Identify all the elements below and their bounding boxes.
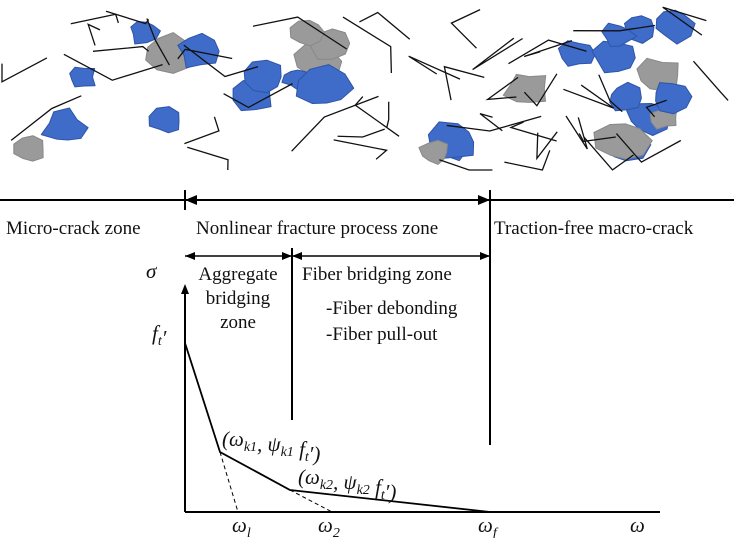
fiber (473, 38, 523, 69)
fiber (693, 61, 728, 100)
fiber (88, 24, 100, 45)
fiber (563, 85, 613, 108)
fiber (292, 96, 379, 151)
fiber (451, 10, 480, 49)
fiber (93, 47, 149, 52)
math-text: ′) (385, 480, 397, 504)
fiber (338, 129, 385, 137)
zone-label: Micro-crack zone (6, 218, 141, 239)
aggregate-zone: Aggregate (198, 264, 277, 285)
subscript: f (493, 526, 499, 538)
math-text: ω (478, 513, 493, 537)
blue-aggregate (41, 108, 88, 140)
math-text: ω (318, 513, 333, 537)
fiber (359, 13, 409, 40)
fiber-zone-item: -Fiber pull-out (326, 324, 438, 345)
fiber (187, 147, 228, 170)
math-text: σ (146, 259, 158, 283)
math-text: (ω (222, 427, 244, 451)
subscript: k2 (320, 478, 333, 493)
math-text: ω (232, 513, 247, 537)
aggregate-zone: bridging (206, 288, 271, 309)
fiber (439, 160, 492, 170)
fiber (184, 117, 219, 144)
blue-aggregate (610, 82, 642, 110)
fiber-zone-title: Fiber bridging zone (302, 264, 452, 285)
x-marker: ωf (478, 513, 499, 538)
arrowhead (181, 284, 189, 294)
math-text: ω (630, 513, 645, 537)
fiber (343, 17, 391, 73)
subscript: k2 (357, 483, 370, 498)
subscript: l (247, 526, 251, 538)
zone-label: Nonlinear fracture process zone (196, 218, 438, 239)
subscript: k1 (281, 445, 294, 460)
fiber (334, 140, 387, 159)
x-marker: ω2 (318, 513, 340, 538)
gray-aggregate (14, 136, 43, 161)
blue-aggregate (656, 83, 692, 114)
fiber (2, 58, 47, 82)
math-text: , ψ (257, 432, 282, 456)
diagram: Micro-crack zone Nonlinear fracture proc… (0, 0, 734, 538)
math-text: ′) (309, 442, 321, 466)
math-text: , ψ (333, 470, 358, 494)
math-text: ′ (162, 326, 167, 350)
subscript: 2 (333, 526, 340, 538)
fiber (504, 150, 549, 170)
blue-aggregate (70, 67, 95, 87)
aggregate-zone: zone (220, 312, 256, 333)
subscript: k1 (244, 440, 257, 455)
fiber (409, 56, 460, 79)
fiber (387, 102, 389, 128)
fiber (71, 14, 119, 23)
fiber (566, 116, 587, 149)
fiber (444, 67, 484, 100)
concrete-texture (2, 7, 728, 170)
math-text: (ω (298, 465, 320, 489)
ft-label: ft′ (152, 321, 167, 350)
y-axis-label: σ (146, 259, 158, 283)
fiber-zone-item: -Fiber debonding (326, 298, 458, 319)
blue-aggregate (149, 107, 179, 133)
zone-label: Traction-free macro-crack (494, 218, 694, 239)
point-label: (ωk2, ψk2 ft′) (298, 465, 396, 504)
x-marker: ωl (232, 513, 251, 538)
x-axis-label: ω (630, 513, 645, 537)
fiber (511, 122, 557, 141)
